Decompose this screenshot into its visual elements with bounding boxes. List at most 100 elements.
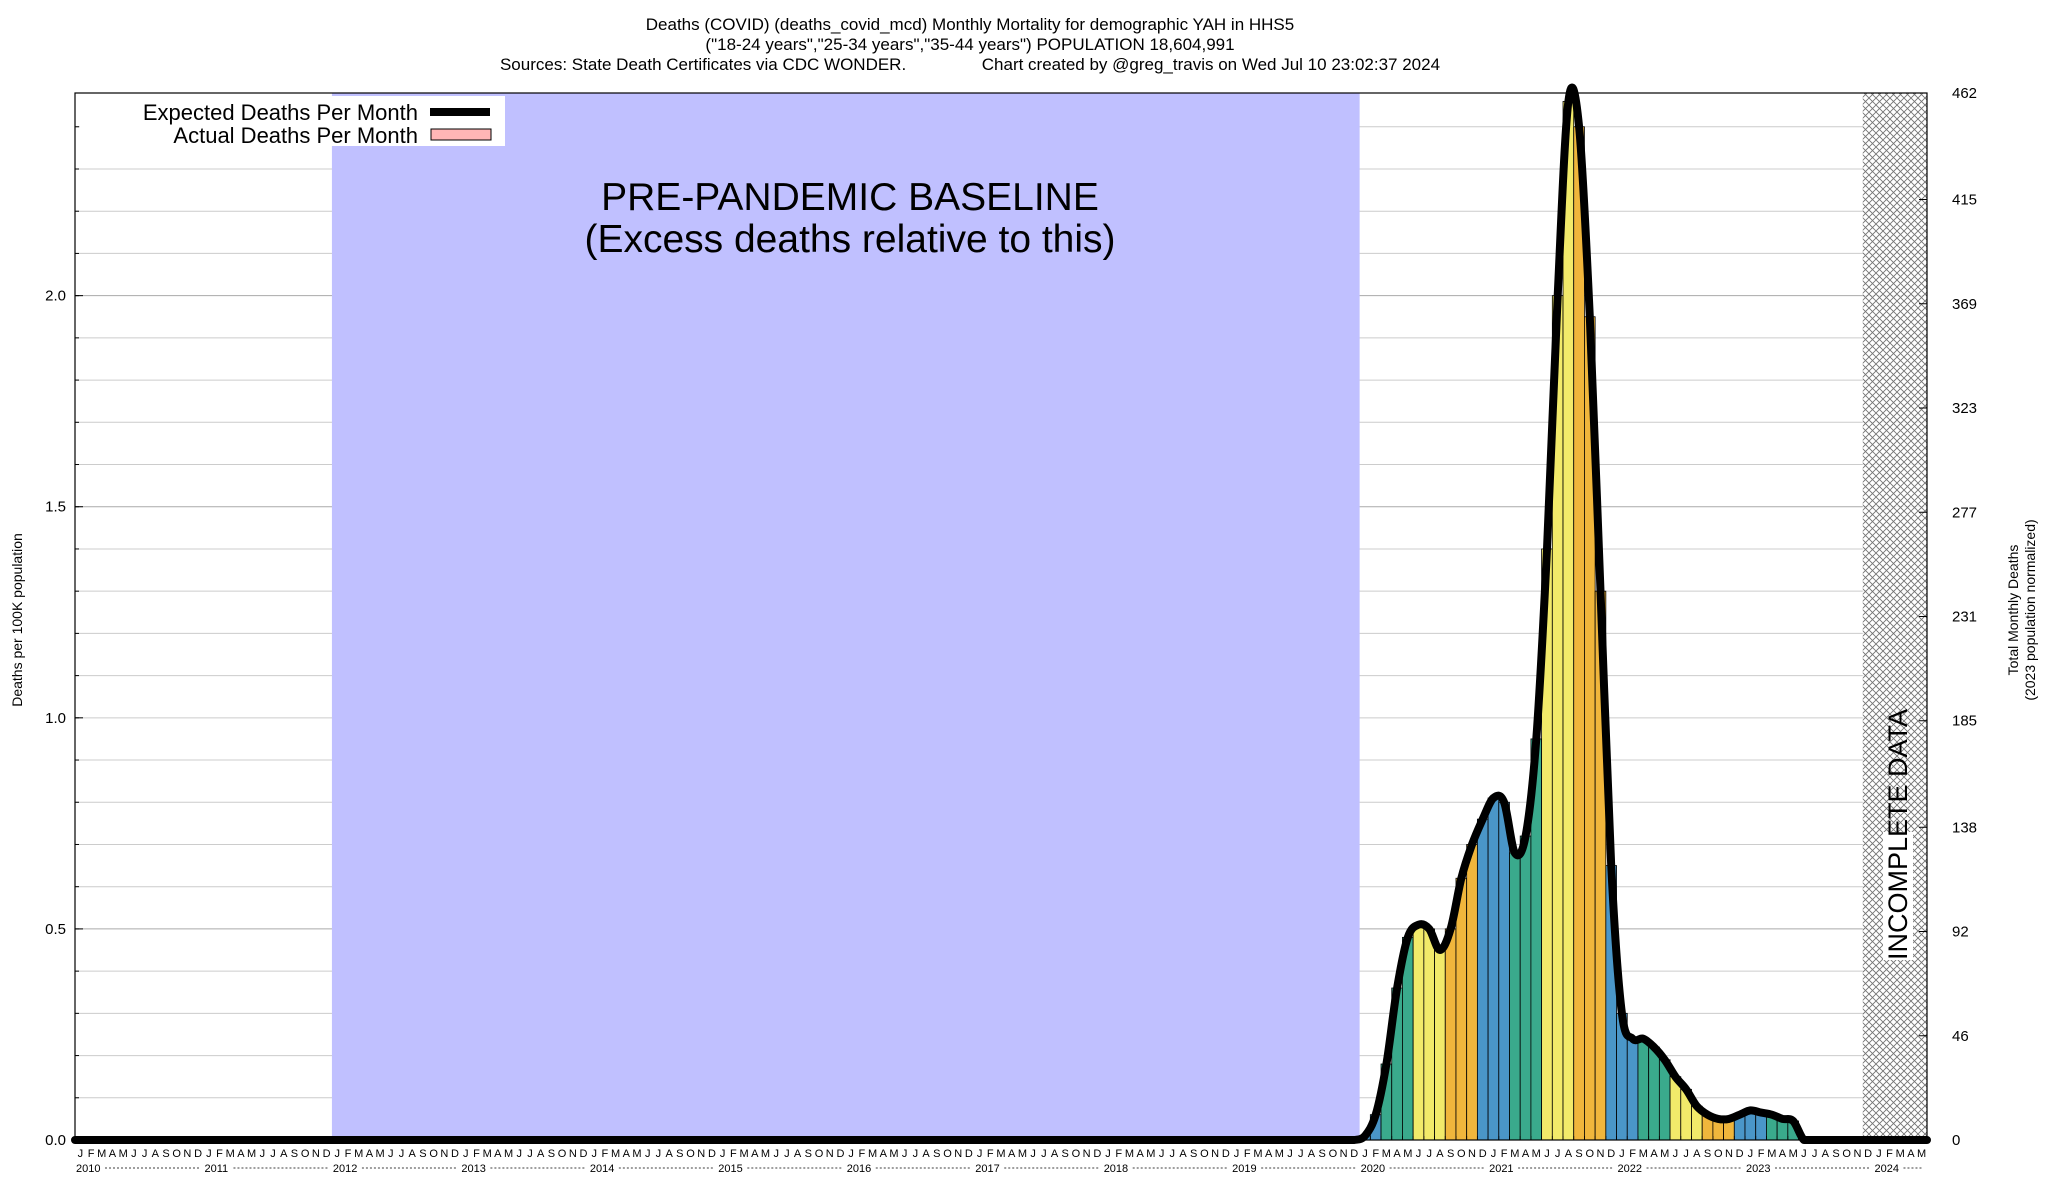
x-tick-month-label: A (1436, 1148, 1444, 1160)
x-tick-month-label: A (1136, 1148, 1144, 1160)
x-tick-month-label: N (312, 1148, 320, 1160)
x-tick-month-label: N (1340, 1148, 1348, 1160)
actual-deaths-bar (1498, 801, 1510, 1141)
x-tick-year-label: 2019 (1232, 1163, 1256, 1175)
y-tick-right-label: 369 (1952, 296, 1977, 313)
y-axis-right: 0 46 92 138 185 231 277 323 369 415 462 (1919, 85, 1977, 1149)
x-tick-month-label: S (291, 1148, 298, 1160)
x-tick-month-label: A (1522, 1148, 1530, 1160)
x-tick-month-label: M (504, 1148, 513, 1160)
x-tick-month-label: J (656, 1148, 662, 1160)
y-tick-right-label: 46 (1952, 1028, 1969, 1045)
y-tick-right-label: 231 (1952, 609, 1977, 626)
y-tick-right-label: 185 (1952, 713, 1977, 730)
x-tick-month-label: F (473, 1148, 480, 1160)
x-tick-month-label: J (591, 1148, 597, 1160)
x-tick-month-label: D (965, 1148, 973, 1160)
x-tick-month-label: S (162, 1148, 169, 1160)
title-line-2: ("18-24 years","25-34 years","35-44 year… (705, 35, 1234, 54)
x-tick-month-label: M (1146, 1148, 1155, 1160)
actual-deaths-bar (1466, 844, 1478, 1141)
x-tick-month-label: O (1200, 1148, 1209, 1160)
x-tick-month-label: A (1779, 1148, 1787, 1160)
x-tick-month-label: M (1403, 1148, 1412, 1160)
x-tick-month-label: M (1917, 1148, 1926, 1160)
x-tick-month-label: D (1222, 1148, 1230, 1160)
x-tick-month-label: N (1083, 1148, 1091, 1160)
x-tick-month-label: O (558, 1148, 567, 1160)
x-tick-month-label: S (933, 1148, 940, 1160)
x-tick-month-label: O (686, 1148, 695, 1160)
x-tick-month-label: J (206, 1148, 212, 1160)
x-tick-month-label: N (183, 1148, 191, 1160)
x-tick-month-label: F (1886, 1148, 1893, 1160)
x-tick-month-label: A (109, 1148, 117, 1160)
x-tick-year-label: 2023 (1746, 1163, 1770, 1175)
baseline-annotation-line-2: (Excess deaths relative to this) (584, 218, 1115, 261)
incomplete-data-region (1862, 93, 1927, 1140)
incomplete-data-label: INCOMPLETE DATA (1883, 709, 1913, 960)
x-tick-month-label: J (720, 1148, 726, 1160)
x-tick-month-label: J (1683, 1148, 1689, 1160)
x-tick-month-label: A (1393, 1148, 1401, 1160)
actual-deaths-bar (1509, 852, 1521, 1141)
x-tick-month-label: D (1736, 1148, 1744, 1160)
x-tick-month-label: O (1842, 1148, 1851, 1160)
x-tick-year-label: 2013 (461, 1163, 485, 1175)
x-tick-year-label: 2016 (847, 1163, 871, 1175)
x-tick-month-label: J (977, 1148, 983, 1160)
x-tick-month-label: M (996, 1148, 1005, 1160)
x-tick-year-label: 2022 (1618, 1163, 1642, 1175)
x-tick-month-label: J (1041, 1148, 1047, 1160)
x-tick-month-label: M (1018, 1148, 1027, 1160)
y-axis-right-label-1: Total Monthly Deaths (2005, 545, 2021, 676)
x-tick-month-label: F (858, 1148, 865, 1160)
x-tick-month-label: S (676, 1148, 683, 1160)
x-tick-month-label: A (751, 1148, 759, 1160)
x-tick-month-label: M (761, 1148, 770, 1160)
x-tick-month-label: A (494, 1148, 502, 1160)
title-line-3: Sources: State Death Certificates via CD… (500, 55, 1440, 74)
x-tick-month-label: M (1275, 1148, 1284, 1160)
x-tick-month-label: N (826, 1148, 834, 1160)
baseline-annotation-line-1: PRE-PANDEMIC BASELINE (601, 176, 1099, 219)
actual-deaths-bar (1423, 928, 1435, 1141)
x-tick-month-label: A (623, 1148, 631, 1160)
y-tick-right-label: 92 (1952, 924, 1969, 941)
x-tick-month-label: J (131, 1148, 137, 1160)
x-tick-month-label: M (354, 1148, 363, 1160)
x-tick-month-label: J (784, 1148, 790, 1160)
x-tick-month-label: O (815, 1148, 824, 1160)
x-tick-month-label: A (1308, 1148, 1316, 1160)
x-tick-month-label: J (1362, 1148, 1368, 1160)
x-tick-month-label: A (1179, 1148, 1187, 1160)
x-tick-month-label: O (1457, 1148, 1466, 1160)
actual-deaths-bar (1637, 1038, 1650, 1141)
x-tick-month-label: O (943, 1148, 952, 1160)
y-tick-left-label: 0.0 (45, 1132, 66, 1149)
x-tick-month-label: J (388, 1148, 394, 1160)
chart-title: Deaths (COVID) (deaths_covid_mcd) Monthl… (500, 15, 1440, 74)
x-tick-month-label: J (913, 1148, 919, 1160)
actual-deaths-bar (1412, 924, 1425, 1141)
x-tick-month-label: J (848, 1148, 854, 1160)
x-tick-month-label: F (1244, 1148, 1251, 1160)
x-tick-month-label: M (1639, 1148, 1648, 1160)
x-tick-month-label: J (399, 1148, 405, 1160)
y-tick-right-label: 277 (1952, 504, 1977, 521)
x-tick-month-label: F (987, 1148, 994, 1160)
x-tick-month-label: A (537, 1148, 545, 1160)
x-tick-month-label: S (1447, 1148, 1454, 1160)
x-tick-month-label: J (1619, 1148, 1625, 1160)
x-tick-year-label: 2017 (975, 1163, 999, 1175)
x-tick-month-label: O (429, 1148, 438, 1160)
x-tick-month-label: J (260, 1148, 266, 1160)
bars (1359, 101, 1799, 1141)
x-tick-month-label: J (1876, 1148, 1882, 1160)
x-tick-year-label: 2012 (333, 1163, 357, 1175)
x-tick-month-label: A (1565, 1148, 1573, 1160)
x-tick-month-label: M (1382, 1148, 1391, 1160)
x-tick-month-label: A (237, 1148, 245, 1160)
x-tick-month-label: J (773, 1148, 779, 1160)
x-tick-month-label: D (194, 1148, 202, 1160)
